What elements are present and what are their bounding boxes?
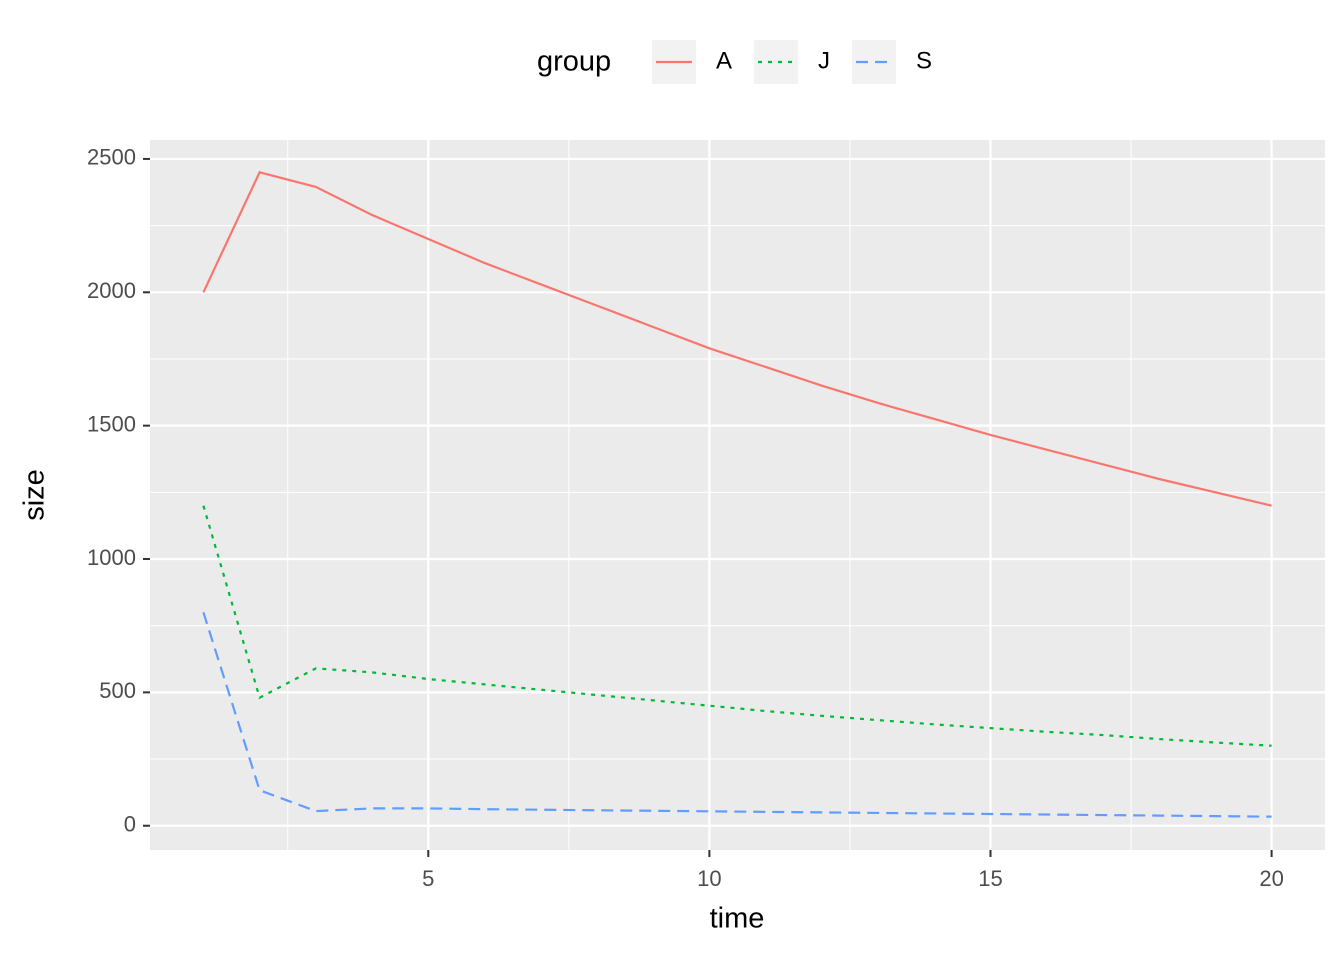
- x-axis-title: time: [710, 903, 765, 935]
- legend-label: J: [818, 47, 830, 74]
- x-tick-label: 5: [422, 866, 434, 891]
- y-tick-label: 1000: [87, 545, 136, 570]
- y-tick-label: 500: [99, 678, 136, 703]
- series-line: [202, 612, 1272, 818]
- x-tick-label: 10: [697, 866, 721, 891]
- y-axis-title: size: [19, 469, 51, 521]
- legend-label: S: [916, 47, 932, 74]
- y-tick-label: 1500: [87, 411, 136, 436]
- x-tick-label: 20: [1259, 866, 1283, 891]
- y-tick-label: 2500: [87, 145, 136, 170]
- series-line: [202, 170, 1272, 507]
- legend-label: A: [716, 47, 732, 74]
- x-tick-label: 15: [978, 866, 1002, 891]
- legend-title: group: [537, 46, 611, 78]
- y-tick-label: 2000: [87, 278, 136, 303]
- y-tick-label: 0: [124, 812, 136, 837]
- panel: [150, 140, 1325, 850]
